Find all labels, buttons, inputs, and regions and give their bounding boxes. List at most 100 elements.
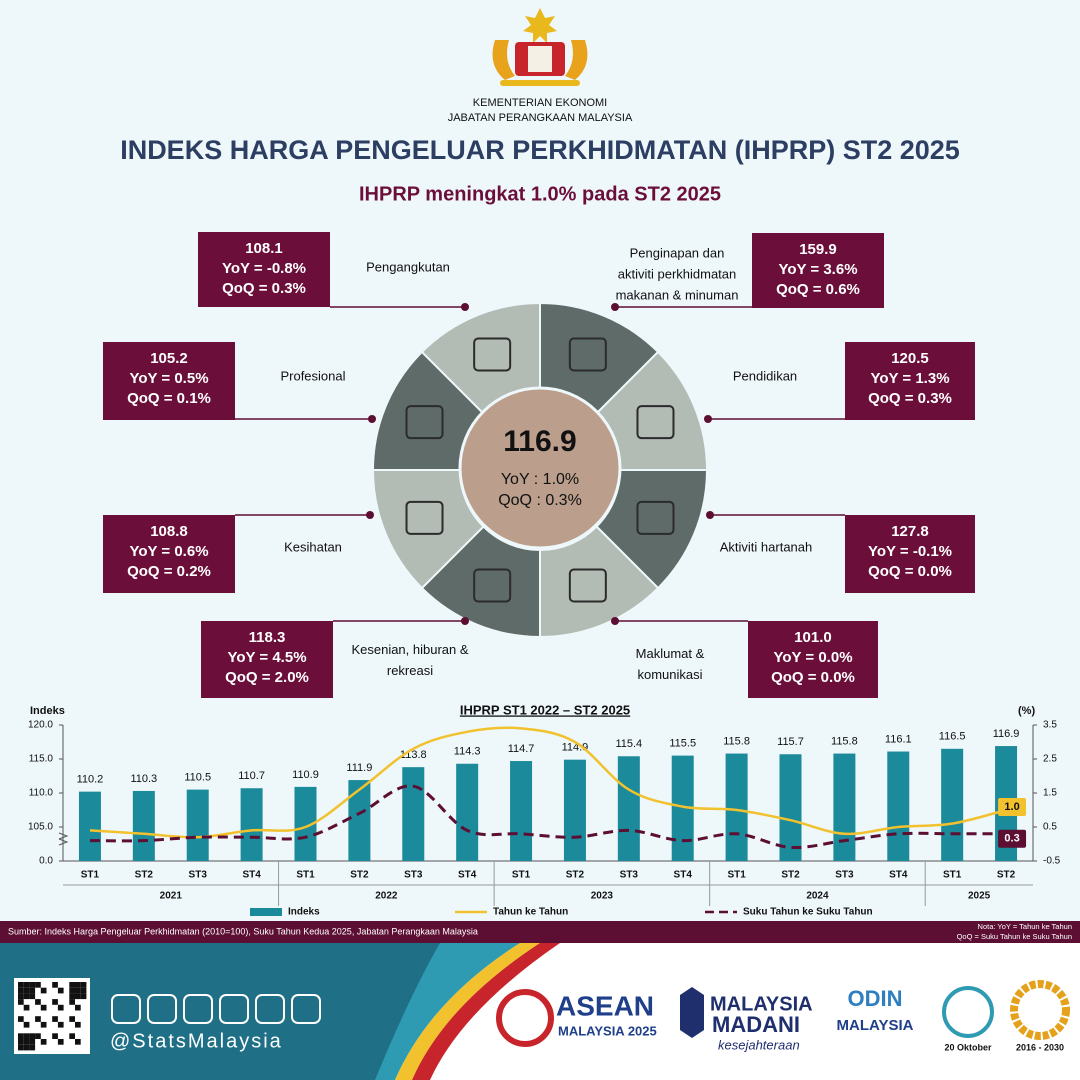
qr-pattern [18, 982, 87, 1051]
note: Nota: YoY = Tahun ke Tahun [978, 922, 1072, 931]
axis-break [58, 832, 69, 846]
qr-cell [23, 982, 30, 988]
bar-value-label: 110.7 [238, 770, 265, 782]
footer-stripe [375, 943, 520, 1080]
title: INDEKS HARGA PENGELUAR PERKHIDMATAN (IHP… [120, 135, 960, 165]
overall-value: 116.9 [503, 425, 576, 458]
donut: 116.9 YoY : 1.0% QoQ : 0.3% [371, 301, 709, 639]
sector-box [103, 515, 235, 593]
qr-cell [57, 1021, 64, 1028]
qr-cell [69, 999, 75, 1005]
x-tick-label: ST3 [189, 870, 208, 881]
sector-label: aktiviti perkhidmatan [618, 266, 737, 281]
x-tick-label: ST1 [512, 870, 531, 881]
connector-dot [704, 415, 712, 423]
sector-qoq: QoQ = 0.3% [868, 390, 952, 407]
sector-label: komunikasi [637, 667, 702, 682]
bar-value-label: 115.7 [777, 736, 804, 748]
sector-qoq: QoQ = 0.0% [771, 669, 855, 686]
x-tick-label: ST2 [781, 870, 800, 881]
odin-text: ODIN [848, 986, 903, 1011]
y2-tick-label: 1.5 [1043, 788, 1057, 799]
sector-value: 101.0 [794, 629, 832, 646]
qr-cell [57, 1039, 64, 1045]
bar [671, 755, 694, 861]
bar [78, 791, 101, 861]
line-value-label: 0.3 [1004, 833, 1019, 845]
sector-label: Profesional [280, 368, 345, 383]
bar-value-label: 110.2 [77, 774, 104, 786]
qr-cell [75, 993, 81, 1000]
qr-cell [23, 1033, 30, 1039]
qr-cell [35, 1033, 41, 1039]
sector-icon [568, 337, 607, 372]
social-icons [111, 994, 321, 1024]
qr-cell [18, 1033, 24, 1039]
bar [186, 789, 209, 861]
sector-value: 108.1 [245, 240, 283, 257]
sector-label: makanan & minuman [616, 287, 739, 302]
bar-value-label: 110.5 [184, 772, 211, 784]
sector-label: Maklumat & [636, 646, 705, 661]
asean-logo [496, 989, 554, 1047]
year-label: 2024 [806, 891, 829, 902]
y2-tick-label: 0.5 [1043, 822, 1057, 833]
legend-label: Indeks [288, 907, 320, 918]
qr-cell [52, 999, 58, 1005]
qr-cell [23, 993, 30, 1000]
qr-cell [80, 982, 87, 988]
bar-value-label: 115.8 [723, 735, 750, 747]
qr-cell [52, 1033, 58, 1039]
crest-star [523, 8, 557, 43]
crest-ribbon [500, 80, 580, 86]
qr-cell [52, 1016, 58, 1022]
x-tick-label: ST3 [835, 870, 854, 881]
qr-cell [23, 1004, 30, 1011]
handle: @StatsMalaysia [110, 1030, 283, 1052]
line [89, 726, 1007, 839]
qr-cell [40, 1004, 47, 1011]
sector-box [198, 232, 330, 307]
sector-icon [473, 568, 512, 603]
year-label: 2021 [160, 891, 183, 902]
qr-cell [29, 987, 36, 994]
y2-tick-label: 2.5 [1043, 754, 1057, 765]
sector-value: 127.8 [891, 523, 929, 540]
bar-value-label: 114.9 [562, 742, 589, 754]
x-tick-label: ST3 [404, 870, 423, 881]
year-label: 2023 [591, 891, 614, 902]
y-tick-label: 120.0 [28, 720, 53, 731]
bar-value-label: 115.5 [669, 738, 696, 750]
bar [348, 780, 371, 861]
year-label: 2022 [375, 891, 398, 902]
source-band [0, 921, 1080, 943]
bar [510, 761, 533, 861]
bar-value-label: 116.5 [939, 731, 966, 743]
x-tick-label: ST1 [81, 870, 100, 881]
bar-value-label: 110.9 [292, 769, 319, 781]
qr-cell [18, 1044, 24, 1051]
qr-cell [23, 1021, 30, 1028]
sector-label: Penginapan dan [630, 245, 725, 260]
connector-dot [611, 303, 619, 311]
bar [132, 790, 155, 861]
connector-dot [706, 511, 714, 519]
sector-yoy: YoY = 0.5% [129, 370, 208, 387]
x-tick-label: ST2 [566, 870, 585, 881]
bar-value-label: 115.4 [615, 738, 642, 750]
qr-cell [18, 982, 24, 988]
ministry: KEMENTERIAN EKONOMI [473, 97, 607, 109]
sector-label: Pengangkutan [366, 259, 450, 274]
bar-value-label: 110.3 [130, 773, 157, 785]
bar-value-label: 114.7 [508, 743, 535, 755]
x-tick-label: ST1 [727, 870, 746, 881]
bar-value-label: 116.9 [993, 728, 1020, 740]
asean-text: ASEAN [556, 990, 654, 1021]
sector-label: Aktiviti hartanah [720, 539, 813, 554]
anniversary-logo [942, 986, 994, 1038]
y-tick-label: 110.0 [29, 788, 54, 799]
qr-cell [18, 1016, 24, 1022]
sector-icon [636, 500, 675, 535]
sector-yoy: YoY = 4.5% [227, 649, 306, 666]
